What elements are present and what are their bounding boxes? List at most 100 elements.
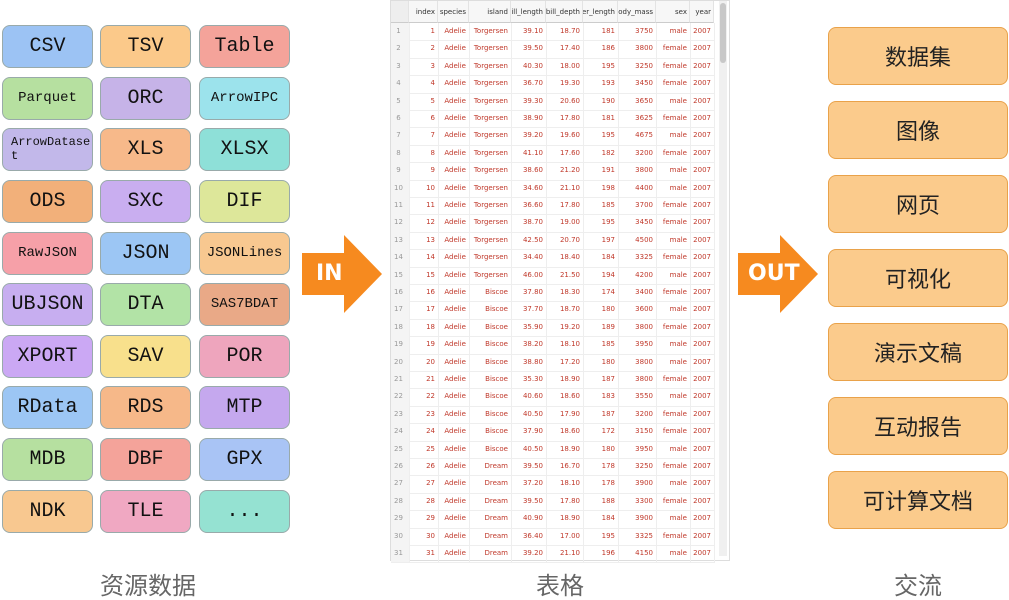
format-tile: SAV [100,335,191,378]
table-cell: 39.30 [511,92,547,111]
header-cell: index [409,1,438,23]
table-cell: 3325 [618,249,657,268]
table-cell: male [656,475,691,494]
table-cell: Adelie [438,353,470,372]
table-cell: 2007 [690,301,715,320]
table-cell: 17.60 [546,144,584,164]
table-cell: Adelie [438,545,470,564]
header-cell: bill_length [511,1,546,23]
table-cell: 37.80 [511,284,547,303]
table-cell: female [656,214,691,233]
table-cell: Adelie [438,231,470,251]
table-cell: Biscoe [469,423,512,442]
row-number: 21 [391,371,410,390]
table-cell: 35.30 [511,371,547,390]
table-cell: 28 [409,492,439,512]
table-cell: 4 [409,75,439,94]
table-cell: 2007 [690,388,715,407]
table-cell: 3325 [618,527,657,546]
table-cell: Biscoe [469,301,512,320]
table-cell: female [656,110,691,129]
table-cell: 38.60 [511,162,547,181]
table-cell: Dream [469,475,512,494]
table-cell: male [656,23,691,42]
table-cell: 2007 [690,353,715,372]
table-cell: Adelie [438,266,470,285]
header-cell [391,1,409,23]
table-cell: Torgersen [469,214,512,233]
table-cell: 183 [583,388,619,407]
table-cell: 187 [583,405,619,425]
table-cell: 18.90 [546,371,584,390]
table-cell: 3800 [618,162,657,181]
table-cell: 19.30 [546,75,584,94]
arrow-in: IN [302,235,382,317]
table-cell: 3250 [618,57,657,77]
table-cell: 2007 [690,92,715,111]
arrow-in-label: IN [316,261,343,286]
format-tile: XPORT [2,335,93,378]
table-cell: 2007 [690,336,715,355]
format-tile: XLS [100,128,191,171]
row-number: 1 [391,23,410,42]
table-cell: 4400 [618,179,657,198]
table-cell: 8 [409,144,439,164]
table-cell: 2007 [690,492,715,512]
table-cell: 18.90 [546,440,584,459]
table-cell: 37.90 [511,423,547,442]
format-tile: MTP [199,386,290,429]
table-cell: 198 [583,179,619,198]
table-cell: Biscoe [469,336,512,355]
table-cell: 2007 [690,179,715,198]
table-cell: 4675 [618,127,657,146]
header-cell: er_length [583,1,618,23]
table-cell: 17.90 [546,405,584,425]
table-cell: 187 [583,371,619,390]
table-cell: Biscoe [469,388,512,407]
format-tile: ORC [100,77,191,120]
format-tile: UBJSON [2,283,93,326]
table-cell: 2007 [690,110,715,129]
table-cell: female [656,144,691,164]
table-cell: 2 [409,40,439,59]
table-cell: 18.10 [546,336,584,355]
row-number: 18 [391,318,410,338]
format-tile: Table [199,25,290,68]
table-cell: 189 [583,318,619,338]
header-cell: bill_depth [546,1,583,23]
table-cell: female [656,527,691,546]
table-cell: 21 [409,371,439,390]
table-cell: 2007 [690,423,715,442]
table-cell: 2007 [690,214,715,233]
table-cell: 2007 [690,371,715,390]
table-cell: 2007 [690,440,715,459]
table-cell: Adelie [438,371,470,390]
table-cell: 2007 [690,75,715,94]
format-tile: DBF [100,438,191,481]
table-cell: 39.20 [511,545,547,564]
format-tile: TSV [100,25,191,68]
table-cell: Torgersen [469,144,512,164]
table-cell: 197 [583,231,619,251]
table-cell: female [656,318,691,338]
table-cell: Adelie [438,92,470,111]
row-number: 26 [391,458,410,477]
row-number: 6 [391,110,410,129]
table-cell: 4150 [618,545,657,564]
row-number: 4 [391,75,410,94]
table-cell: 2007 [690,231,715,251]
table-cell: 3250 [618,458,657,477]
table-cell: 46.00 [511,266,547,285]
table-cell: 3450 [618,214,657,233]
format-tile: ArrowIPC [199,77,290,120]
table-cell: 194 [583,266,619,285]
table-cell: 27 [409,475,439,494]
table-cell: 184 [583,249,619,268]
table-cell: 34.60 [511,179,547,198]
inputs-label: 资源数据 [100,572,196,600]
arrow-out-label: OUT [748,261,800,286]
table-cell: 3650 [618,92,657,111]
table-cell: 23 [409,405,439,425]
output-item: 网页 [828,175,1008,233]
table-cell: male [656,92,691,111]
